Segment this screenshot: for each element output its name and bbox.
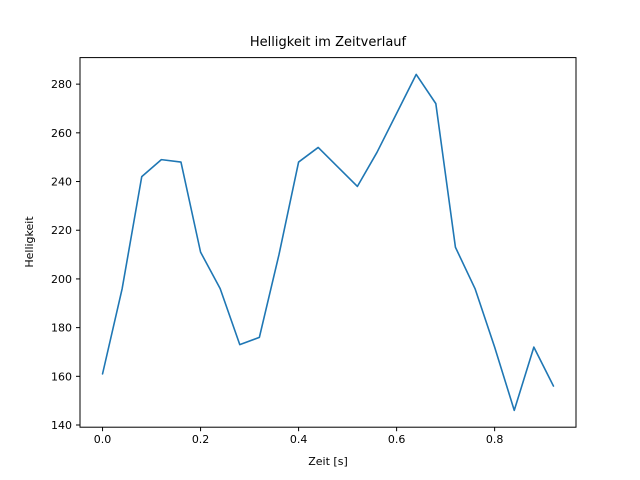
y-tick-label: 200 bbox=[51, 273, 72, 286]
y-tick-label: 140 bbox=[51, 419, 72, 432]
y-tick-label: 220 bbox=[51, 224, 72, 237]
plot-area: 0.0 0.2 0.4 0.6 0.8 140 160 180 200 220 240 260 280 bbox=[51, 57, 577, 446]
x-tick-label: 0.4 bbox=[290, 433, 308, 446]
chart-title: Helligkeit im Zeitverlauf bbox=[250, 35, 407, 50]
data-series-line bbox=[101, 73, 555, 412]
x-tick-label: 0.2 bbox=[192, 433, 210, 446]
y-tick-label: 260 bbox=[51, 127, 72, 140]
y-tick-label: 240 bbox=[51, 176, 72, 189]
axes-frame bbox=[79, 57, 577, 428]
x-axis-label: Zeit [s] bbox=[308, 455, 347, 468]
y-tick-label: 180 bbox=[51, 322, 72, 335]
x-tick-label: 0.6 bbox=[388, 433, 406, 446]
y-axis-label: Helligkeit bbox=[23, 216, 36, 268]
y-tick-label: 280 bbox=[51, 78, 72, 91]
y-tick-label: 160 bbox=[51, 370, 72, 383]
x-tick-label: 0.0 bbox=[94, 433, 112, 446]
x-tick-label: 0.8 bbox=[486, 433, 504, 446]
